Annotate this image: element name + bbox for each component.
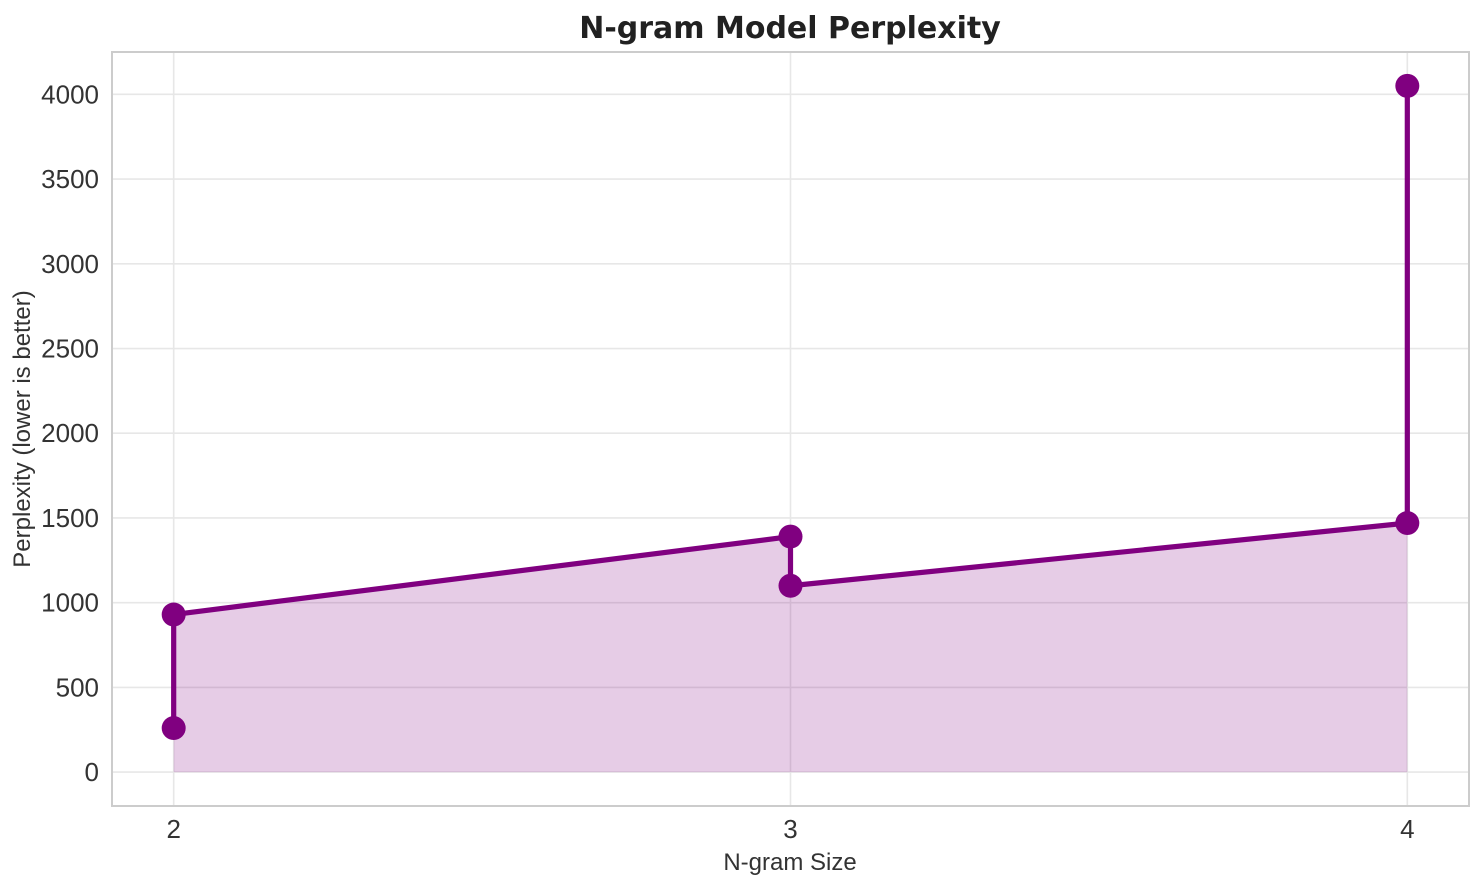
- y-tick-label: 1000: [41, 588, 99, 618]
- y-tick-label: 500: [56, 672, 99, 702]
- data-point: [778, 573, 803, 598]
- x-tick-label: 4: [1400, 814, 1414, 844]
- y-axis-label: Perplexity (lower is better): [9, 290, 36, 567]
- x-axis-label: N-gram Size: [723, 849, 856, 876]
- data-point: [1395, 511, 1420, 536]
- data-point: [778, 524, 803, 549]
- y-tick-label: 3500: [41, 164, 99, 194]
- y-tick-label: 3000: [41, 249, 99, 279]
- y-tick-label: 2000: [41, 418, 99, 448]
- y-tick-label: 2500: [41, 334, 99, 364]
- plot-border: [111, 51, 1470, 807]
- x-tick-label: 3: [783, 814, 797, 844]
- x-tick-label: 2: [166, 814, 180, 844]
- y-tick-label: 4000: [41, 79, 99, 109]
- y-tick-label: 0: [85, 757, 99, 787]
- area-fill: [173, 85, 1408, 773]
- data-line: [171, 83, 1410, 731]
- data-point: [161, 602, 186, 627]
- data-point: [1395, 73, 1420, 98]
- data-series: [161, 73, 1420, 773]
- axes-spines: [111, 51, 1470, 807]
- y-tick-label: 1500: [41, 503, 99, 533]
- tick-labels: 2 3 4 0 500 1000 1500 2000 2500 3000 3500 4000: [41, 79, 1414, 844]
- data-point: [161, 716, 186, 741]
- chart-title: N-gram Model Perplexity: [579, 11, 1001, 46]
